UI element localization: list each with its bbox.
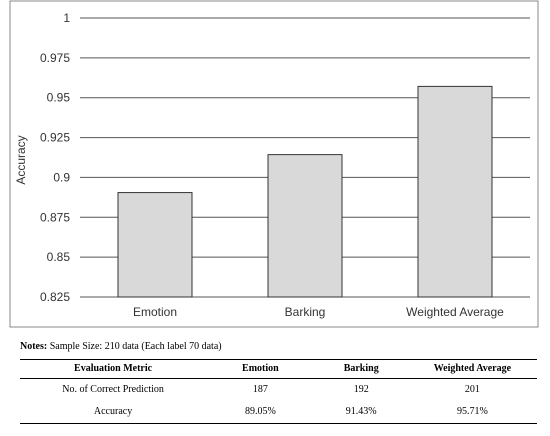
table-cell: 201	[464, 384, 480, 395]
x-tick-label: Weighted Average	[406, 305, 504, 319]
metrics-table: Evaluation Metric Emotion Barking Weight…	[20, 359, 537, 424]
header-weighted-average: Weighted Average	[407, 359, 537, 379]
y-tick-label: 1	[63, 11, 70, 25]
header-metric: Evaluation Metric	[20, 359, 207, 379]
table-cell: 192	[353, 384, 369, 395]
bar	[267, 154, 343, 298]
y-tick-label: 0.975	[40, 51, 70, 65]
y-tick-label: 0.9	[53, 170, 70, 184]
table-cell: No. of Correct Prediction	[62, 384, 164, 395]
bar	[117, 192, 193, 298]
table-cell: 187	[252, 384, 268, 395]
table-row: Accuracy 89.05% 91.43% 95.71%	[20, 401, 537, 424]
bars	[117, 85, 493, 298]
y-tick-label: 0.875	[40, 210, 70, 224]
header-emotion: Emotion	[206, 359, 315, 379]
notes: Notes: Sample Size: 210 data (Each label…	[20, 341, 222, 352]
table-cell: 89.05%	[206, 401, 315, 424]
table-header-row: Evaluation Metric Emotion Barking Weight…	[20, 359, 537, 379]
table-cell: Accuracy	[20, 401, 207, 424]
y-axis-label: Accuracy	[14, 135, 28, 184]
y-tick-label: 0.825	[40, 290, 70, 304]
table-cell: 91.43%	[314, 401, 408, 424]
table-row: No. of Correct Prediction 187 192 201	[20, 379, 537, 402]
header-barking: Barking	[314, 359, 408, 379]
y-tick-label: 0.925	[40, 131, 70, 145]
x-tick-label: Barking	[285, 305, 326, 319]
notes-label: Notes:	[20, 341, 48, 352]
x-tick-label: Emotion	[133, 305, 177, 319]
x-tick-labels: Emotion Barking Weighted Average	[133, 305, 504, 319]
chart-frame	[9, 0, 539, 328]
table-cell: 95.71%	[407, 401, 537, 424]
y-tick-labels: 0.825 0.85 0.875 0.9 0.925 0.95 0.975 1	[40, 11, 70, 304]
accuracy-bar-chart: 0.825 0.85 0.875 0.9 0.925 0.95 0.975 1 Emotion…	[9, 0, 539, 328]
notes-text: Sample Size: 210 data (Each label 70 dat…	[47, 341, 222, 352]
y-tick-label: 0.85	[47, 250, 71, 264]
bar	[417, 85, 493, 298]
y-tick-label: 0.95	[47, 91, 71, 105]
